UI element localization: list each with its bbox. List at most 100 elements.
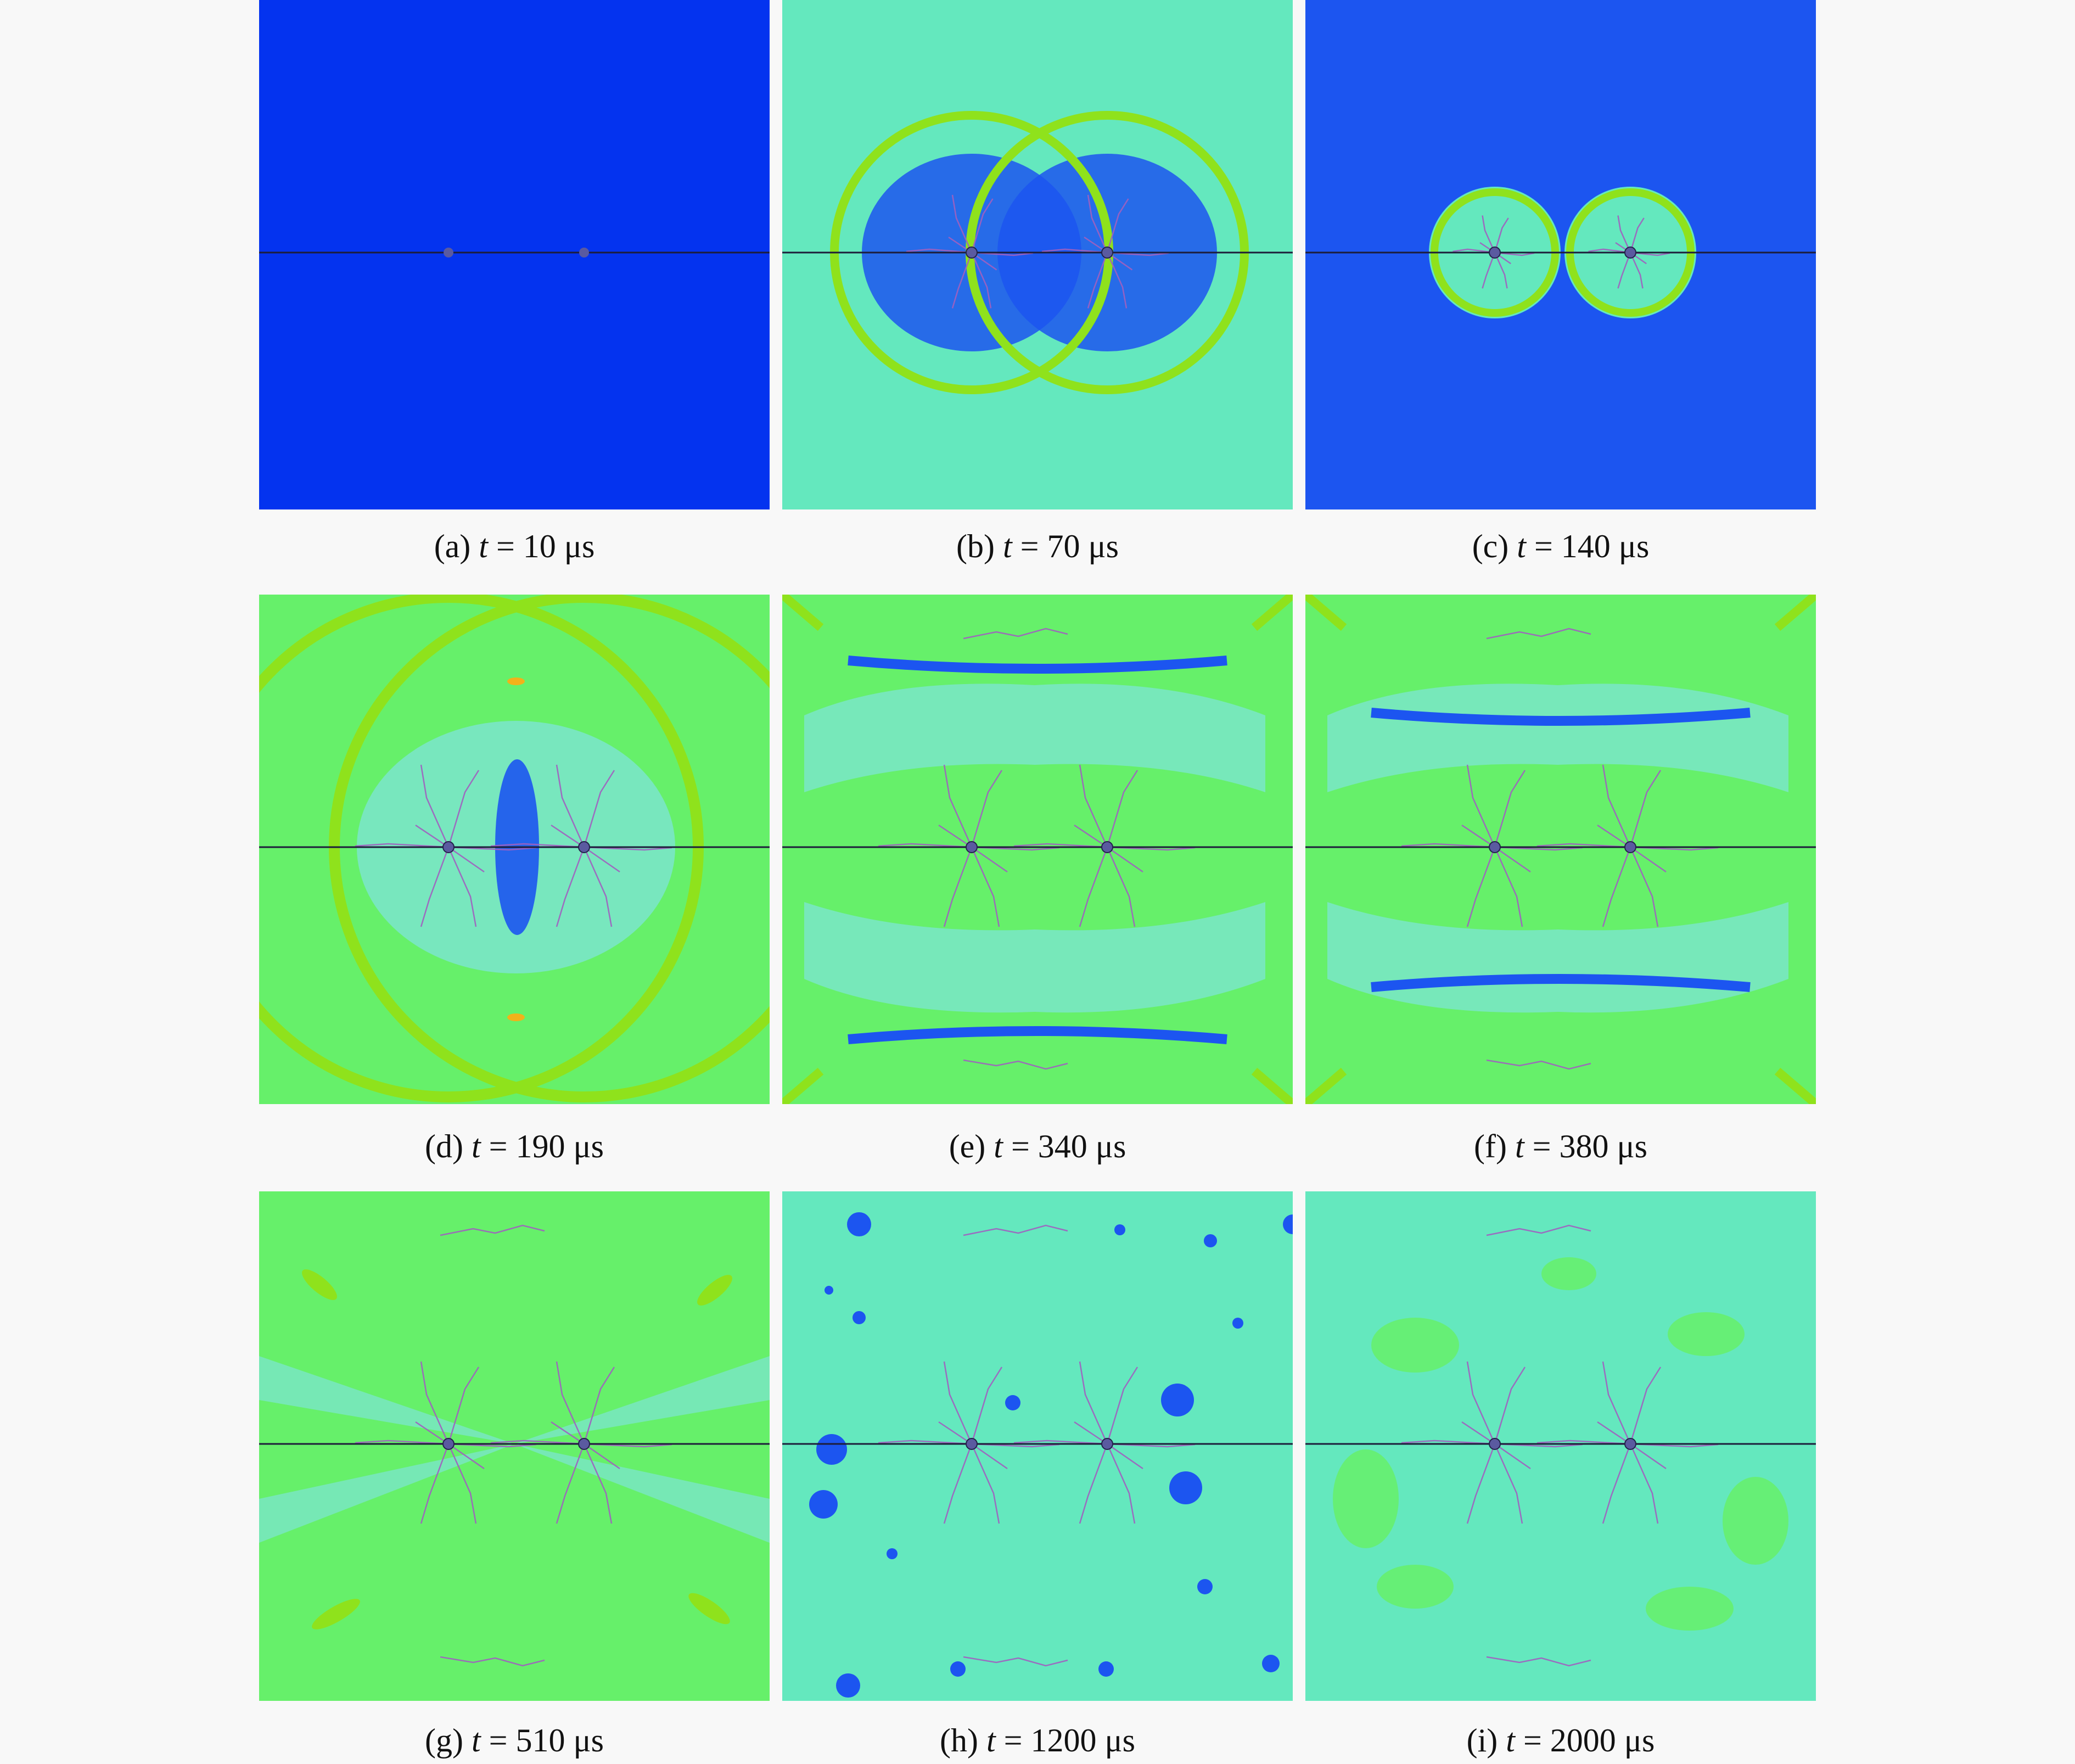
- borehole-right: [1624, 247, 1636, 259]
- crack-branch: [420, 847, 450, 927]
- cyan-region-bottom: [804, 902, 1265, 1013]
- crack-branch: [943, 847, 973, 927]
- crack-branch: [490, 1440, 585, 1445]
- green-patch: [1371, 1318, 1459, 1373]
- crack-branch: [1461, 824, 1495, 848]
- field-background: [1305, 0, 1816, 509]
- green-patch: [1541, 1257, 1596, 1290]
- caption-i-var: t: [1506, 1722, 1515, 1759]
- crack-branch: [951, 252, 973, 309]
- crack-branch: [447, 770, 480, 848]
- crack-branch: [943, 1443, 973, 1524]
- crack-branch: [943, 1361, 973, 1444]
- crack-branch: [584, 846, 672, 851]
- crack-branch: [938, 824, 972, 848]
- borehole-right: [1101, 841, 1113, 853]
- crack-network: [1401, 628, 1719, 1070]
- crack-network: [1401, 1224, 1719, 1667]
- caption-h: (h) t = 1200 μs: [782, 1718, 1293, 1762]
- crack-branch: [1074, 1421, 1108, 1445]
- crack-branch: [971, 252, 992, 309]
- crack-branch: [1074, 824, 1108, 848]
- crack-branch: [1079, 764, 1108, 848]
- panel-a-field: [259, 0, 770, 509]
- crack-branch: [1630, 1443, 1719, 1448]
- patch: [688, 1593, 730, 1625]
- crack-branch: [415, 1421, 449, 1445]
- crack-branch: [556, 1361, 585, 1444]
- patch: [697, 1275, 732, 1306]
- crack-branch: [447, 847, 477, 927]
- crack-branch: [447, 1443, 477, 1524]
- crack-branch: [1494, 770, 1526, 848]
- caption-g-var: t: [471, 1722, 481, 1759]
- crack-branch: [1466, 764, 1496, 848]
- crack-branch: [583, 847, 613, 927]
- crack-branch: [971, 198, 994, 253]
- wave-corner-tl: [1305, 595, 1347, 631]
- wave-corner-tr: [1251, 595, 1293, 631]
- crack-branch: [971, 1443, 1008, 1470]
- caption-d-value: = 190 μs: [489, 1128, 604, 1164]
- crack-branch: [583, 1367, 615, 1444]
- borehole-right: [1624, 1438, 1636, 1450]
- borehole-left: [966, 247, 978, 259]
- crack-branch: [1494, 252, 1508, 289]
- crack-branch: [1494, 217, 1509, 253]
- caption-g-value: = 510 μs: [489, 1722, 604, 1759]
- borehole-left: [1489, 841, 1501, 853]
- crack-branch: [971, 846, 1008, 873]
- caption-e-value: = 340 μs: [1011, 1128, 1126, 1164]
- crack-branch: [906, 248, 972, 254]
- borehole-right: [578, 841, 590, 853]
- panel-e-image: [782, 595, 1293, 1104]
- crack-branch: [1401, 1440, 1495, 1445]
- crack-branch: [1013, 1440, 1108, 1445]
- crack-branch: [420, 764, 450, 848]
- crack-branch: [971, 770, 1003, 848]
- panel-a-image: [259, 0, 770, 509]
- borehole-left: [966, 841, 978, 853]
- borehole-left: [444, 248, 453, 257]
- ray-right-top: [514, 1356, 770, 1444]
- crack-branch: [1494, 1443, 1523, 1524]
- crack-branch: [1602, 1361, 1631, 1444]
- low-stress-spot: [853, 1311, 866, 1324]
- panel-c-field: [1305, 0, 1816, 509]
- crack-branch: [556, 847, 585, 927]
- low-stress-spot: [1114, 1224, 1125, 1235]
- crack-branch: [1107, 251, 1169, 256]
- ray-left-top: [259, 1356, 514, 1444]
- crack-branch: [1079, 1361, 1108, 1444]
- crack-branch: [1041, 248, 1108, 254]
- wave-corner-br: [1774, 1067, 1816, 1104]
- low-stress-spot: [825, 1286, 833, 1295]
- crack-branch: [490, 843, 585, 848]
- ray-right-bottom: [514, 1444, 770, 1543]
- caption-b-var: t: [1002, 528, 1012, 564]
- ray-left-bottom: [259, 1444, 514, 1543]
- crack-branch: [1494, 1443, 1531, 1470]
- panel-b-field: [782, 0, 1293, 509]
- crack-branch: [1630, 846, 1667, 873]
- crack-branch: [1588, 248, 1631, 254]
- caption-a-var: t: [479, 528, 488, 564]
- borehole-right: [1624, 841, 1636, 853]
- crack-branch: [1482, 252, 1496, 289]
- caption-f-letter: (f): [1474, 1128, 1507, 1164]
- crack-branch: [1107, 1443, 1196, 1448]
- crack-branch: [448, 846, 537, 851]
- crack-branch: [584, 1443, 672, 1448]
- panel-e-field: [782, 595, 1293, 1104]
- low-stress-band-bottom: [1371, 974, 1751, 992]
- wave-corner-br: [1251, 1067, 1293, 1104]
- crack-branch: [1494, 1367, 1526, 1444]
- crack-branch: [971, 1367, 1003, 1444]
- caption-d-var: t: [471, 1128, 481, 1164]
- crack-branch: [1106, 847, 1136, 927]
- crack-branch: [943, 764, 973, 848]
- crack-branch: [1494, 847, 1523, 927]
- crack-branch: [448, 846, 485, 873]
- crack-branch: [1079, 847, 1108, 927]
